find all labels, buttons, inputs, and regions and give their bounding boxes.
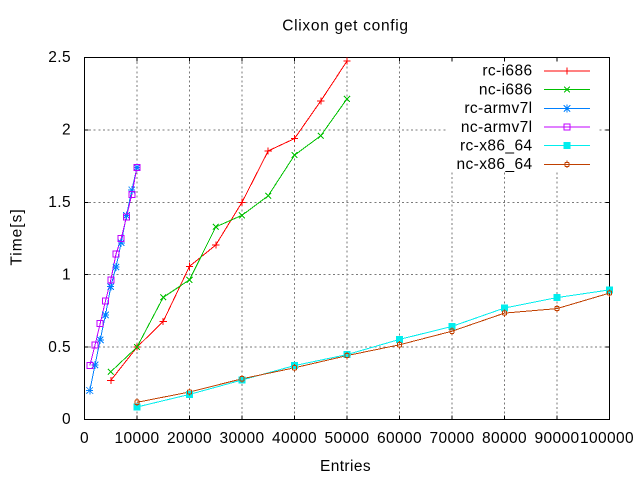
- svg-text:0: 0: [62, 411, 71, 428]
- svg-text:2.5: 2.5: [48, 49, 71, 66]
- svg-text:rc-x86_64: rc-x86_64: [460, 138, 533, 155]
- svg-text:60000: 60000: [377, 430, 422, 447]
- svg-text:0.5: 0.5: [48, 339, 71, 356]
- svg-text:100000: 100000: [580, 430, 634, 447]
- svg-text:80000: 80000: [482, 430, 527, 447]
- svg-text:1.5: 1.5: [48, 194, 71, 211]
- svg-text:nc-i686: nc-i686: [479, 81, 533, 98]
- svg-text:20000: 20000: [167, 430, 212, 447]
- svg-text:2: 2: [62, 122, 71, 139]
- svg-text:50000: 50000: [324, 430, 369, 447]
- svg-text:rc-armv7l: rc-armv7l: [464, 100, 532, 117]
- svg-text:Clixon get config: Clixon get config: [282, 18, 409, 35]
- svg-text:1: 1: [62, 266, 71, 283]
- svg-text:Entries: Entries: [320, 458, 371, 475]
- svg-text:90000: 90000: [534, 430, 579, 447]
- svg-text:40000: 40000: [272, 430, 317, 447]
- svg-text:Time[s]: Time[s]: [9, 208, 26, 265]
- svg-text:10000: 10000: [114, 430, 159, 447]
- svg-text:rc-i686: rc-i686: [482, 63, 532, 80]
- svg-text:30000: 30000: [219, 430, 264, 447]
- svg-text:70000: 70000: [429, 430, 474, 447]
- svg-text:nc-armv7l: nc-armv7l: [461, 119, 533, 136]
- svg-text:0: 0: [80, 430, 89, 447]
- svg-text:nc-x86_64: nc-x86_64: [457, 156, 533, 173]
